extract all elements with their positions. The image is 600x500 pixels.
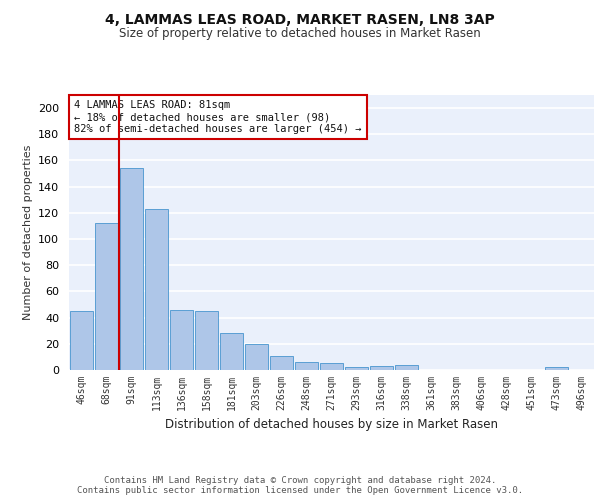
Bar <box>95 224 118 370</box>
Bar <box>269 356 293 370</box>
Bar <box>295 362 319 370</box>
Text: 4 LAMMAS LEAS ROAD: 81sqm
← 18% of detached houses are smaller (98)
82% of semi-: 4 LAMMAS LEAS ROAD: 81sqm ← 18% of detac… <box>74 100 362 134</box>
Y-axis label: Number of detached properties: Number of detached properties <box>23 145 32 320</box>
Text: Size of property relative to detached houses in Market Rasen: Size of property relative to detached ho… <box>119 28 481 40</box>
Bar <box>220 334 244 370</box>
X-axis label: Distribution of detached houses by size in Market Rasen: Distribution of detached houses by size … <box>165 418 498 432</box>
Text: Contains HM Land Registry data © Crown copyright and database right 2024.
Contai: Contains HM Land Registry data © Crown c… <box>77 476 523 495</box>
Bar <box>395 365 418 370</box>
Bar <box>245 344 268 370</box>
Bar <box>119 168 143 370</box>
Text: 4, LAMMAS LEAS ROAD, MARKET RASEN, LN8 3AP: 4, LAMMAS LEAS ROAD, MARKET RASEN, LN8 3… <box>105 12 495 26</box>
Bar <box>170 310 193 370</box>
Bar <box>194 311 218 370</box>
Bar <box>145 209 169 370</box>
Bar <box>320 364 343 370</box>
Bar <box>344 368 368 370</box>
Bar <box>70 311 94 370</box>
Bar <box>370 366 394 370</box>
Bar <box>545 368 568 370</box>
